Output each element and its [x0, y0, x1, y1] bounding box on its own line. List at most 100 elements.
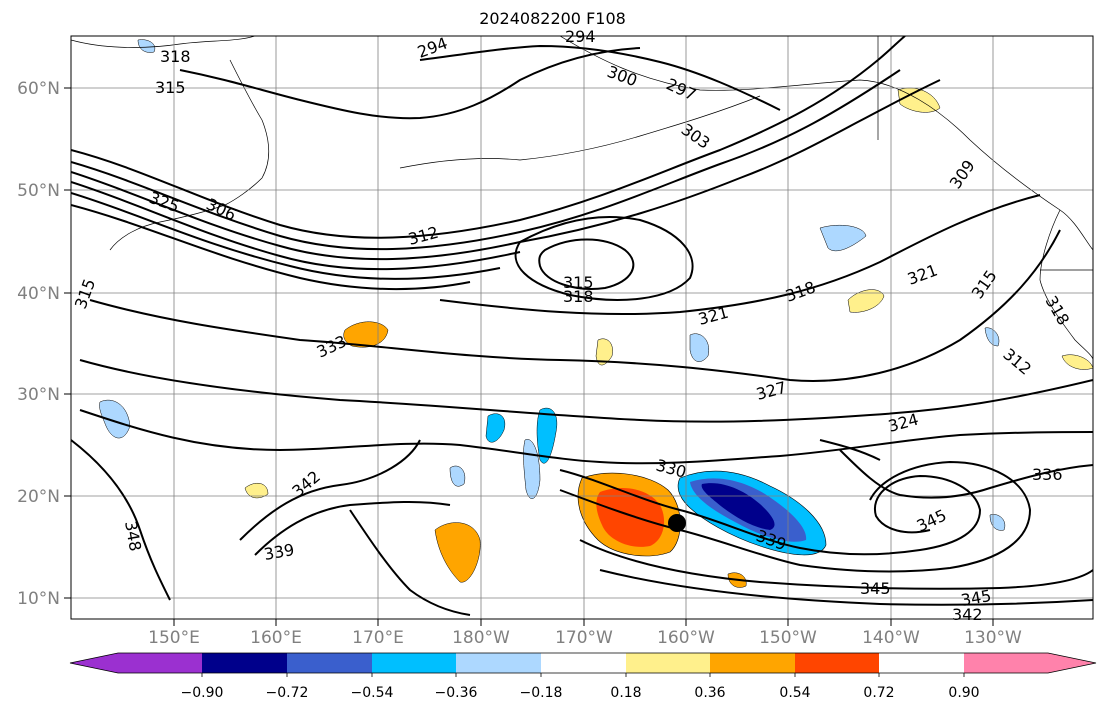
- contour-label: 315: [563, 273, 594, 292]
- colorbar-segment: [710, 653, 795, 673]
- negative-patch: [989, 514, 1006, 531]
- colorbar-tick-label: 0.72: [863, 685, 894, 701]
- colorbar-tick-label: 0.90: [948, 685, 979, 701]
- contour-label: 312: [999, 345, 1035, 379]
- contour-label: 321: [696, 303, 730, 329]
- lon-label: 130°W: [964, 628, 1022, 648]
- lon-label: 140°W: [862, 628, 920, 648]
- contour-line: [71, 69, 901, 251]
- contour-label: 348: [121, 519, 145, 552]
- plot-frame: [70, 35, 1094, 620]
- lon-label: 180°W: [452, 628, 510, 648]
- contour-label: 312: [406, 223, 440, 249]
- contour-label: 327: [754, 378, 788, 404]
- negative-patch: [99, 399, 131, 439]
- lat-label: 50°N: [17, 181, 60, 201]
- graticule: [71, 36, 1093, 619]
- colorbar-tick-label: 0.36: [694, 685, 725, 701]
- colorbar-outline: [69, 652, 1097, 674]
- contour-label: 303: [678, 120, 714, 153]
- contour-line: [71, 439, 171, 601]
- lon-label: 150°E: [148, 628, 200, 648]
- negative-patch: [523, 439, 541, 499]
- colorbar-tick-label: 0.54: [779, 685, 810, 701]
- negative-patch: [137, 39, 156, 53]
- contour-line: [79, 409, 1093, 465]
- contour-line: [71, 36, 906, 239]
- colorbar-segment: [372, 653, 456, 673]
- contour-label: 339: [262, 540, 295, 564]
- contour-label: 315: [155, 78, 186, 97]
- lat-label: 40°N: [17, 284, 60, 304]
- negative-patch: [984, 327, 1000, 347]
- positive-patch: [1061, 354, 1093, 370]
- colorbar-tick-label: −0.36: [435, 685, 478, 701]
- contour-label: 315: [968, 266, 1001, 302]
- colorbar-segment: [456, 653, 541, 673]
- contour-line: [254, 500, 451, 556]
- contour-label: 318: [160, 47, 191, 66]
- negative-patch: [449, 465, 466, 487]
- contour-label: 345: [914, 505, 950, 535]
- alaska-coast: [559, 36, 1093, 251]
- contour-label: 315: [71, 276, 99, 311]
- north-america-coast: [1039, 209, 1093, 361]
- lat-labels: 60°N 50°N 40°N 30°N 20°N 10°N: [17, 79, 60, 609]
- contour-label: 294: [565, 27, 596, 46]
- contour-line: [71, 181, 521, 271]
- lon-ticks: [173, 619, 994, 626]
- contour-line: [819, 439, 881, 461]
- colorbar-min-arrow: [70, 653, 118, 673]
- colorbar-segment: [626, 653, 710, 673]
- negative-patch: [536, 407, 558, 464]
- storm-center-marker: [668, 514, 686, 532]
- negative-patch: [485, 413, 506, 443]
- colorbar-tick-label: −0.54: [351, 685, 394, 701]
- colorbar-segment: [795, 653, 879, 673]
- coastlines: [71, 36, 1093, 361]
- contour-line: [239, 439, 421, 541]
- contour-labels: 318 315 294 294 300 297 303 325 306 312 …: [71, 27, 1073, 624]
- positive-patch: [244, 482, 269, 499]
- colorbar-segment: [202, 653, 287, 673]
- colorbar-tick-labels: −0.90 −0.72 −0.54 −0.36 −0.18 0.18 0.36 …: [181, 685, 980, 701]
- positive-patch: [847, 289, 885, 313]
- contour-line: [349, 509, 471, 616]
- contour-line: [179, 47, 641, 120]
- lat-label: 10°N: [17, 589, 60, 609]
- lat-ticks: [64, 87, 71, 599]
- lon-label: 150°W: [759, 628, 817, 648]
- siberia-coast: [71, 36, 256, 48]
- lat-label: 30°N: [17, 385, 60, 405]
- negative-patch: [689, 333, 710, 362]
- contour-line: [71, 204, 471, 291]
- map-title: 2024082200 F108: [479, 9, 626, 28]
- contour-label: 297: [663, 74, 699, 104]
- contour-line: [538, 238, 635, 290]
- contour-label: 318: [1042, 293, 1074, 329]
- contour-line: [79, 359, 1093, 423]
- lon-label: 170°W: [555, 628, 613, 648]
- contour-label: 336: [1032, 465, 1063, 484]
- colorbar-tick-label: −0.72: [266, 685, 309, 701]
- contour-line: [839, 449, 1093, 499]
- positive-patch: [343, 321, 389, 348]
- lat-label: 60°N: [17, 79, 60, 99]
- shading-layer: [99, 39, 1093, 588]
- lat-label: 20°N: [17, 487, 60, 507]
- colorbar-segment: [287, 653, 372, 673]
- negative-anomaly-core: [701, 483, 775, 530]
- negative-patch: [819, 225, 867, 252]
- contour-line: [579, 539, 1093, 590]
- contour-label: 321: [905, 260, 940, 288]
- contour-label: 309: [946, 156, 979, 192]
- contour-line: [419, 44, 781, 111]
- positive-anomaly-core: [596, 488, 665, 547]
- colorbar-tick-label: 0.18: [610, 685, 641, 701]
- colorbar-segment: [964, 653, 1048, 673]
- colorbar: [69, 652, 1097, 677]
- contour-line: [599, 569, 1093, 606]
- contour-line: [71, 192, 501, 280]
- colorbar-tick-label: −0.18: [520, 685, 563, 701]
